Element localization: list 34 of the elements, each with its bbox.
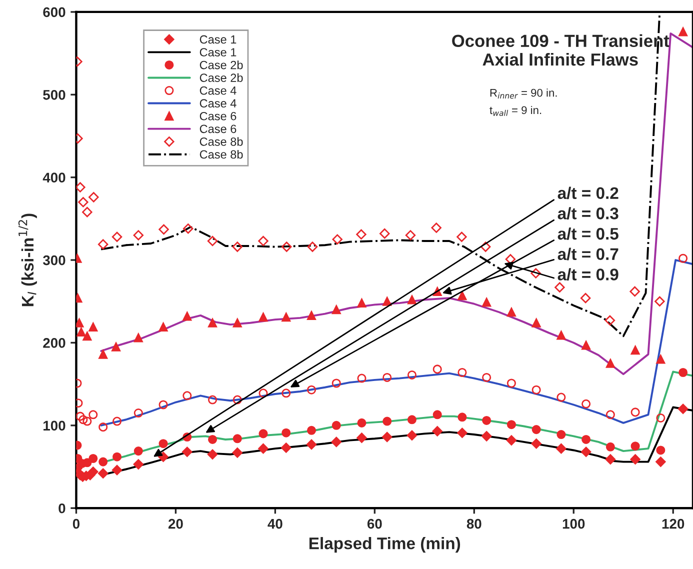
legend-label: Case 2b	[200, 60, 243, 70]
x-tick-label: 40	[268, 518, 282, 529]
annotation: a/t = 0.9	[558, 268, 618, 281]
annotation: a/t = 0.7	[558, 248, 618, 260]
annotation: a/t = 0.3	[558, 207, 618, 220]
legend-label: Case 1	[200, 48, 236, 56]
legend-label: Case 8b	[200, 150, 243, 159]
y-axis-title: K$_{I}$ (ksi-in$^{1/2}$)	[18, 214, 37, 306]
annotation: R$_{inner}$ = 90 in.	[490, 88, 557, 99]
x-tick-label: 80	[466, 518, 482, 529]
y-tick-label: 600	[43, 7, 66, 18]
y-tick-label: 100	[44, 420, 66, 431]
x-tick-label: 120	[662, 518, 684, 529]
y-tick-label: 300	[42, 255, 66, 266]
x-tick-label: 60	[367, 518, 382, 529]
legend-label: Case 2b	[200, 73, 243, 82]
legend-label: Case 1	[200, 35, 236, 44]
x-axis-title: Elapsed Time (min)	[309, 537, 460, 553]
legend-label: Case 4	[200, 99, 236, 108]
y-tick-label: 400	[42, 172, 66, 183]
legend-label: Case 8b	[200, 137, 243, 146]
text: Oconee 109 - TH Transient Axial Infinite Flaws	[452, 34, 670, 66]
x-tick-label: 100	[562, 518, 585, 529]
y-tick-label: 500	[43, 90, 66, 100]
x-tick-label: 20	[168, 518, 183, 529]
legend-label: Case 4	[200, 86, 236, 95]
legend-label: Case 6	[200, 112, 236, 120]
y-tick-label: 0	[58, 503, 66, 514]
y-tick-label: 200	[43, 338, 66, 348]
annotation: a/t = 0.2	[558, 186, 618, 200]
legend-label: Case 6	[200, 124, 236, 134]
annotation: a/t = 0.5	[558, 227, 618, 240]
x-tick-label: 0	[72, 518, 80, 529]
annotation: t$_{wall}$ = 9 in.	[490, 106, 542, 116]
